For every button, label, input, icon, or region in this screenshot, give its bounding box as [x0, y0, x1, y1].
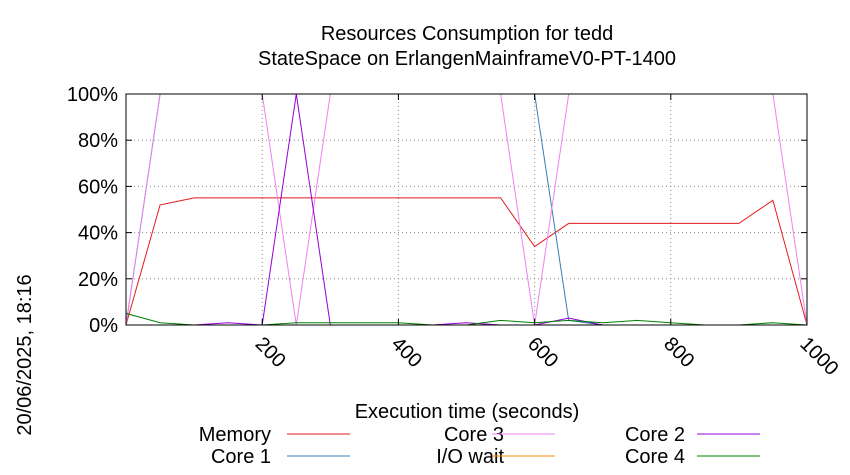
x-axis-label: Execution time (seconds): [355, 401, 580, 423]
y-tick-label: 80%: [78, 130, 118, 152]
chart-title: Resources Consumption for tedd: [321, 23, 613, 45]
y-tick-label: 60%: [78, 176, 118, 198]
chart-subtitle: StateSpace on ErlangenMainframeV0-PT-140…: [258, 48, 676, 70]
axis-ticks: 0% 20% 40% 60% 80% 100% 200 400 600 800 1000: [67, 84, 843, 380]
plot-frame: [125, 93, 808, 326]
legend-label: Core 4: [625, 446, 685, 468]
series-line-memory: [125, 197, 808, 326]
y-tick-label: 20%: [78, 269, 118, 291]
legend-label: Core 3: [444, 424, 504, 446]
x-tick-label: 400: [387, 333, 426, 372]
series-line-core-1: [125, 93, 807, 326]
legend-label: Core 1: [211, 446, 271, 468]
grid-lines: [126, 94, 807, 325]
y-tick-label: 100%: [67, 84, 118, 106]
y-tick-label: 40%: [78, 223, 118, 245]
x-tick-label: 600: [523, 333, 562, 372]
series-lines: [125, 93, 808, 326]
x-tick-label: 800: [659, 333, 698, 372]
legend-label: Memory: [199, 424, 271, 446]
timestamp-label: 20/06/2025, 18:16: [14, 274, 36, 435]
x-tick-label: 200: [251, 333, 290, 372]
series-line-core-4: [125, 312, 808, 326]
legend-label: I/O wait: [436, 446, 504, 468]
series-line-core-2: [126, 93, 807, 326]
y-tick-label: 0%: [89, 315, 118, 337]
x-tick-label: 1000: [795, 333, 842, 380]
legend-label: Core 2: [625, 424, 685, 446]
series-line-core-3: [125, 93, 808, 326]
